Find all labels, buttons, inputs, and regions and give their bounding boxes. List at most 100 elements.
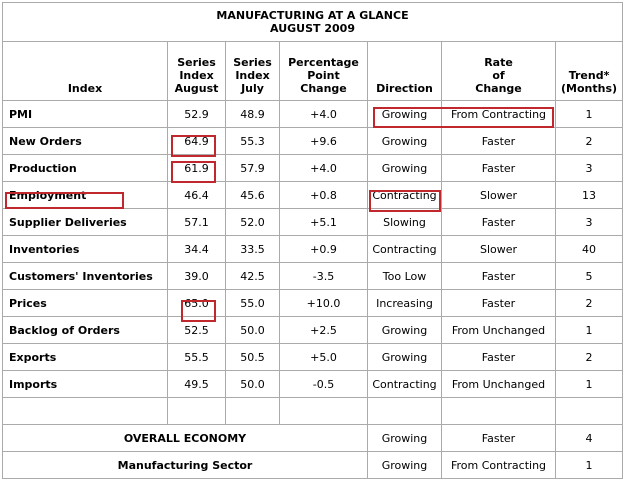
index-name: Production (2, 154, 168, 182)
cell: 52.9 (167, 100, 226, 128)
header-line: Index (235, 69, 270, 82)
cell: Slower (441, 235, 556, 263)
cell: Growing (367, 127, 442, 155)
cell: -3.5 (279, 262, 368, 290)
cell: Faster (441, 127, 556, 155)
cell: 46.4 (167, 181, 226, 209)
cell: 50.5 (225, 343, 280, 371)
empty-cell (367, 397, 442, 425)
index-name: Prices (2, 289, 168, 317)
header-line: Point (307, 69, 340, 82)
column-header: Index (2, 41, 168, 101)
highlight-box (373, 107, 554, 128)
header-line: Rate (484, 56, 513, 69)
empty-cell (2, 397, 168, 425)
empty-cell (554, 397, 624, 425)
cell: Faster (441, 289, 556, 317)
column-header: Percentage Point Change (279, 41, 368, 101)
index-name: Customers' Inventories (2, 262, 168, 290)
cell: 64.9 (167, 127, 226, 155)
cell: 5 (554, 262, 624, 290)
table-title: MANUFACTURING AT A GLANCE AUGUST 2009 (1, 2, 624, 42)
cell: Increasing (367, 289, 442, 317)
cell: 1 (554, 451, 624, 479)
column-header: Series Index July (225, 41, 280, 101)
cell: 49.5 (167, 370, 226, 398)
cell: Faster (441, 208, 556, 236)
cell: +2.5 (279, 316, 368, 344)
highlight-box (5, 192, 124, 209)
header-line: August (174, 82, 219, 95)
cell: 4 (554, 424, 624, 452)
highlight-box (171, 135, 216, 157)
index-name: PMI (2, 100, 168, 128)
cell: 3 (554, 208, 624, 236)
index-name: Backlog of Orders (2, 316, 168, 344)
table-row: PMI 52.9 48.9 +4.0 Growing From Contracting 1 (2, 100, 624, 128)
cell: From Unchanged (441, 370, 556, 398)
cell: Growing (367, 424, 442, 452)
index-name: New Orders (2, 127, 168, 155)
header-line: Change (300, 82, 347, 95)
header-line: Index (67, 82, 103, 95)
summary-label: OVERALL ECONOMY (2, 424, 368, 452)
column-header: Series Index August (167, 41, 226, 101)
cell: +4.0 (279, 100, 368, 128)
table-row: Imports 49.5 50.0 -0.5 Contracting From Uncha… (2, 370, 624, 398)
summary-label: Manufacturing Sector (2, 451, 368, 479)
table-body: PMI 52.9 48.9 +4.0 Growing From Contracting 1 N… (2, 100, 624, 479)
cell: 13 (554, 181, 624, 209)
summary-row: Manufacturing Sector Growing From Contract… (2, 451, 624, 479)
cell: 57.1 (167, 208, 226, 236)
empty-cell (279, 397, 368, 425)
cell: From Unchanged (441, 316, 556, 344)
cell: +0.8 (279, 181, 368, 209)
cell: Slower (441, 181, 556, 209)
title-line: MANUFACTURING AT A GLANCE (216, 9, 409, 22)
header-line: (Months) (561, 82, 618, 95)
cell: From Contracting (441, 451, 556, 479)
cell: +10.0 (279, 289, 368, 317)
header-line: Change (475, 82, 522, 95)
cell: 39.0 (167, 262, 226, 290)
cell: 2 (554, 343, 624, 371)
empty-cell (167, 397, 226, 425)
cell: Faster (441, 424, 556, 452)
cell: +5.1 (279, 208, 368, 236)
cell: Slowing (367, 208, 442, 236)
cell: 48.9 (225, 100, 280, 128)
cell: 1 (554, 100, 624, 128)
empty-cell (225, 397, 280, 425)
cell: 57.9 (225, 154, 280, 182)
cell: -0.5 (279, 370, 368, 398)
header-line: of (492, 69, 505, 82)
cell: 33.5 (225, 235, 280, 263)
index-name: Supplier Deliveries (2, 208, 168, 236)
column-header: Direction (367, 41, 442, 101)
highlight-box (369, 190, 441, 212)
header-row: Index Series Index August Series Index July Per… (2, 41, 624, 101)
cell: 55.5 (167, 343, 226, 371)
manufacturing-table: MANUFACTURING AT A GLANCE AUGUST 2009 In… (1, 2, 624, 479)
cell: Growing (367, 451, 442, 479)
header-line: July (241, 82, 264, 95)
cell: 52.0 (225, 208, 280, 236)
highlight-box (171, 161, 216, 183)
cell: 40 (554, 235, 624, 263)
table-row: Customers' Inventories 39.0 42.5 -3.5 Too Lo… (2, 262, 624, 290)
index-name: Imports (2, 370, 168, 398)
cell: 2 (554, 127, 624, 155)
index-name: Employment (2, 181, 168, 209)
cell: 34.4 (167, 235, 226, 263)
empty-cell (441, 397, 556, 425)
cell: Faster (441, 154, 556, 182)
column-header: Trend* (Months) (554, 41, 624, 101)
header-line: Index (179, 69, 214, 82)
cell: +9.6 (279, 127, 368, 155)
highlight-box (181, 300, 216, 322)
header-line: Series (177, 56, 216, 69)
column-header: Rate of Change (441, 41, 556, 101)
header-line: Percentage (288, 56, 359, 69)
cell: 2 (554, 289, 624, 317)
